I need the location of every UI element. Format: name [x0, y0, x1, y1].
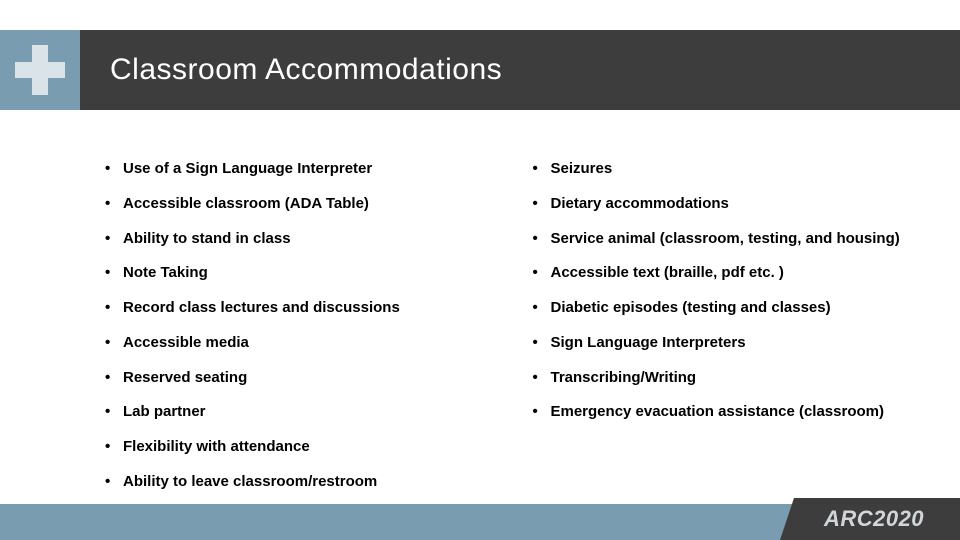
list-item: Dietary accommodations: [533, 195, 901, 214]
left-list: Use of a Sign Language Interpreter Access…: [105, 160, 473, 492]
list-item: Emergency evacuation assistance (classro…: [533, 403, 901, 422]
list-item: Lab partner: [105, 403, 473, 422]
left-column: Use of a Sign Language Interpreter Access…: [105, 160, 473, 508]
list-item: Flexibility with attendance: [105, 438, 473, 457]
content-area: Use of a Sign Language Interpreter Access…: [105, 160, 900, 508]
list-item: Sign Language Interpreters: [533, 334, 901, 353]
plus-icon: [15, 45, 65, 95]
list-item: Record class lectures and discussions: [105, 299, 473, 318]
header-icon-box: [0, 30, 80, 110]
list-item: Reserved seating: [105, 369, 473, 388]
list-item: Accessible media: [105, 334, 473, 353]
page-title: Classroom Accommodations: [110, 53, 502, 87]
list-item: Diabetic episodes (testing and classes): [533, 299, 901, 318]
list-item: Use of a Sign Language Interpreter: [105, 160, 473, 179]
footer-logo: ARC2020: [780, 498, 960, 540]
footer-logo-text: ARC2020: [824, 506, 924, 532]
header-band: Classroom Accommodations: [0, 30, 960, 110]
list-item: Seizures: [533, 160, 901, 179]
list-item: Ability to stand in class: [105, 230, 473, 249]
right-list: Seizures Dietary accommodations Service an…: [533, 160, 901, 422]
list-item: Ability to leave classroom/restroom: [105, 473, 473, 492]
list-item: Note Taking: [105, 264, 473, 283]
list-item: Accessible classroom (ADA Table): [105, 195, 473, 214]
list-item: Accessible text (braille, pdf etc. ): [533, 264, 901, 283]
list-item: Service animal (classroom, testing, and …: [533, 230, 901, 249]
list-item: Transcribing/Writing: [533, 369, 901, 388]
right-column: Seizures Dietary accommodations Service an…: [533, 160, 901, 508]
